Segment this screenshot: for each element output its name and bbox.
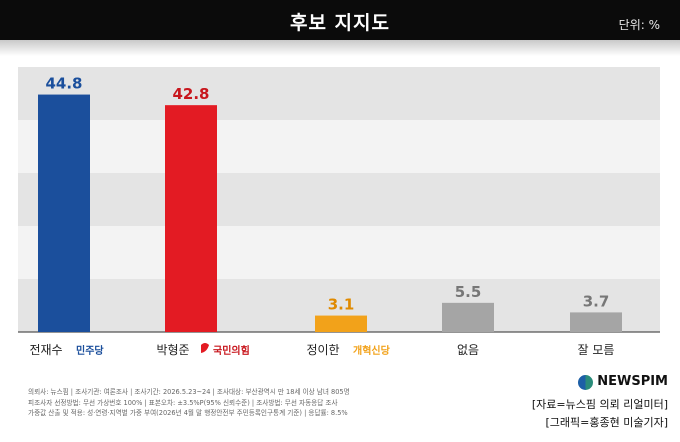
graphic-credit: [그래픽=홍종현 미술기자] bbox=[545, 415, 669, 429]
survey-note-line: 피조사자 선정방법: 무선 가상번호 100% | 표본오차: ±3.5%P(9… bbox=[28, 398, 338, 407]
bar bbox=[38, 94, 90, 332]
unit-label: 단위: % bbox=[618, 18, 660, 32]
survey-notes: 의뢰사: 뉴스핌 | 조사기관: 여론조사 | 조사기간: 2026.5.23~… bbox=[28, 387, 448, 419]
bar bbox=[570, 312, 622, 332]
value-label: 3.7 bbox=[583, 292, 610, 310]
party-name: 민주당 bbox=[76, 344, 104, 357]
footer-credits: NEWSPIM [자료=뉴스핌 의뢰 리얼미터] [그래픽=홍종현 미술기자] bbox=[532, 373, 668, 432]
party-name: 국민의힘 bbox=[213, 344, 250, 357]
grid-band bbox=[18, 226, 660, 279]
source-credit: [자료=뉴스핌 의뢰 리얼미터] bbox=[531, 397, 668, 411]
category-label: 없음 bbox=[457, 343, 479, 357]
value-label: 5.5 bbox=[455, 283, 482, 301]
party-name: 개혁신당 bbox=[353, 344, 391, 357]
survey-note-line: 가중값 산출 및 적용: 성·연령·지역별 가중 부여(2026년 4월 말 행… bbox=[28, 409, 348, 417]
bar bbox=[315, 315, 367, 332]
bar bbox=[442, 302, 494, 332]
grid-band bbox=[18, 173, 660, 226]
category-label: 전재수 bbox=[29, 343, 62, 357]
grid-band bbox=[18, 120, 660, 173]
party-logo-icon bbox=[201, 343, 209, 353]
header-bar: 후보 지지도 단위: % bbox=[0, 0, 680, 40]
survey-note-line: 의뢰사: 뉴스핌 | 조사기관: 여론조사 | 조사기간: 2026.5.23~… bbox=[28, 388, 350, 396]
value-label: 42.8 bbox=[172, 85, 209, 103]
bar-chart: 44.8 전재수 민주당 42.8 박형준 국민의힘 3.1 정이한 개혁신당 5.5 없음 3.7 잘… bbox=[18, 67, 660, 357]
brand-name: NEWSPIM bbox=[597, 374, 668, 389]
value-label: 44.8 bbox=[45, 75, 82, 93]
grid-band bbox=[18, 67, 660, 120]
category-label: 박형준 bbox=[156, 343, 189, 357]
header-shadow bbox=[0, 40, 680, 56]
newspim-logo: NEWSPIM bbox=[578, 373, 668, 391]
category-label: 정이한 bbox=[306, 343, 339, 357]
newspim-logo-icon bbox=[578, 374, 594, 390]
category-label: 잘 모름 bbox=[578, 343, 615, 357]
bar bbox=[165, 105, 217, 332]
chart-title: 후보 지지도 bbox=[289, 12, 390, 34]
value-label: 3.1 bbox=[328, 296, 355, 314]
